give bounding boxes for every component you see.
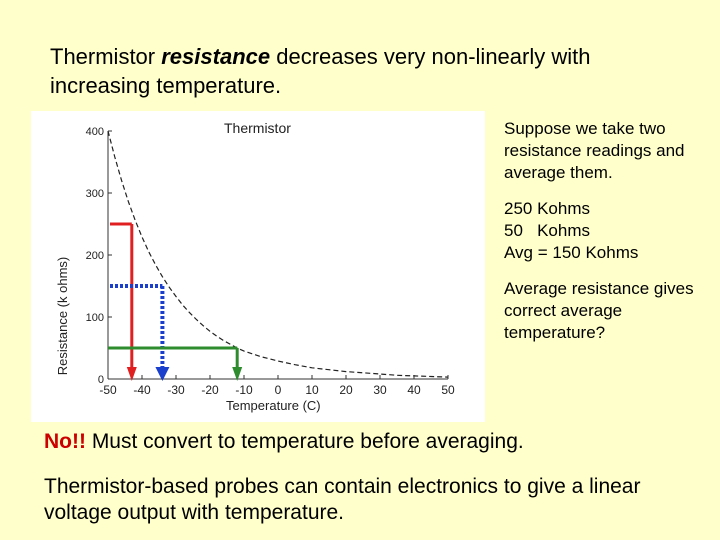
- x-tick-label: -40: [133, 383, 151, 397]
- resistance-curve: [107, 130, 449, 378]
- y-tick-label: 0: [98, 374, 104, 386]
- reading-50-arrowhead: [232, 367, 243, 381]
- reading-250-arrowhead: [126, 367, 137, 381]
- x-tick-label: 30: [373, 383, 387, 397]
- x-tick-label: -50: [99, 383, 117, 397]
- x-tick-label: 0: [275, 383, 282, 397]
- y-tick-label: 200: [86, 250, 104, 262]
- thermistor-chart: -50 -40 -30 -20 -10 0 10 20 30 40 50 0 100 200 300 400 …: [31, 111, 485, 422]
- reading-1: 250 Kohms: [504, 199, 590, 218]
- y-tick-label: 100: [86, 312, 104, 324]
- x-tick-label: 20: [339, 383, 353, 397]
- y-tick-label: 300: [86, 188, 104, 200]
- side-text: Suppose we take two resistance readings …: [504, 118, 714, 358]
- side-para-3: Average resistance gives correct average…: [504, 279, 694, 342]
- x-tick-label: -10: [235, 383, 253, 397]
- x-tick-label: 10: [305, 383, 319, 397]
- reading-2: 50 Kohms: [504, 221, 590, 240]
- slide-title: Thermistor resistance decreases very non…: [50, 42, 670, 100]
- average-150-arrowhead: [155, 367, 170, 381]
- x-tick-label: 40: [407, 383, 421, 397]
- footer-text: Thermistor-based probes can contain elec…: [44, 475, 641, 524]
- conclusion-rest: Must convert to temperature before avera…: [85, 430, 524, 453]
- side-para-1: Suppose we take two resistance readings …: [504, 119, 685, 182]
- chart-svg: -50 -40 -30 -20 -10 0 10 20 30 40 500100200300400 …: [55, 120, 455, 413]
- reading-average: Avg = 150 Kohms: [504, 243, 639, 262]
- chart-title: Thermistor: [224, 120, 291, 136]
- y-axis-label: Resistance (k ohms): [55, 257, 70, 375]
- conclusion-no: No!!: [44, 430, 86, 453]
- x-tick-label: -30: [167, 383, 185, 397]
- title-suffix: decreases very non-linearly with increas…: [50, 44, 591, 98]
- readings-block: 250 Kohms 50 Kohms Avg = 150 Kohms: [504, 198, 714, 264]
- y-tick-label: 400: [86, 126, 104, 138]
- x-tick-label: 50: [441, 383, 455, 397]
- title-emphasis: resistance: [161, 44, 271, 69]
- x-axis-label: Temperature (C): [226, 398, 321, 413]
- conclusion-text: No!! Must convert to temperature before …: [44, 428, 704, 456]
- title-prefix: Thermistor: [50, 44, 162, 69]
- x-tick-label: -20: [201, 383, 219, 397]
